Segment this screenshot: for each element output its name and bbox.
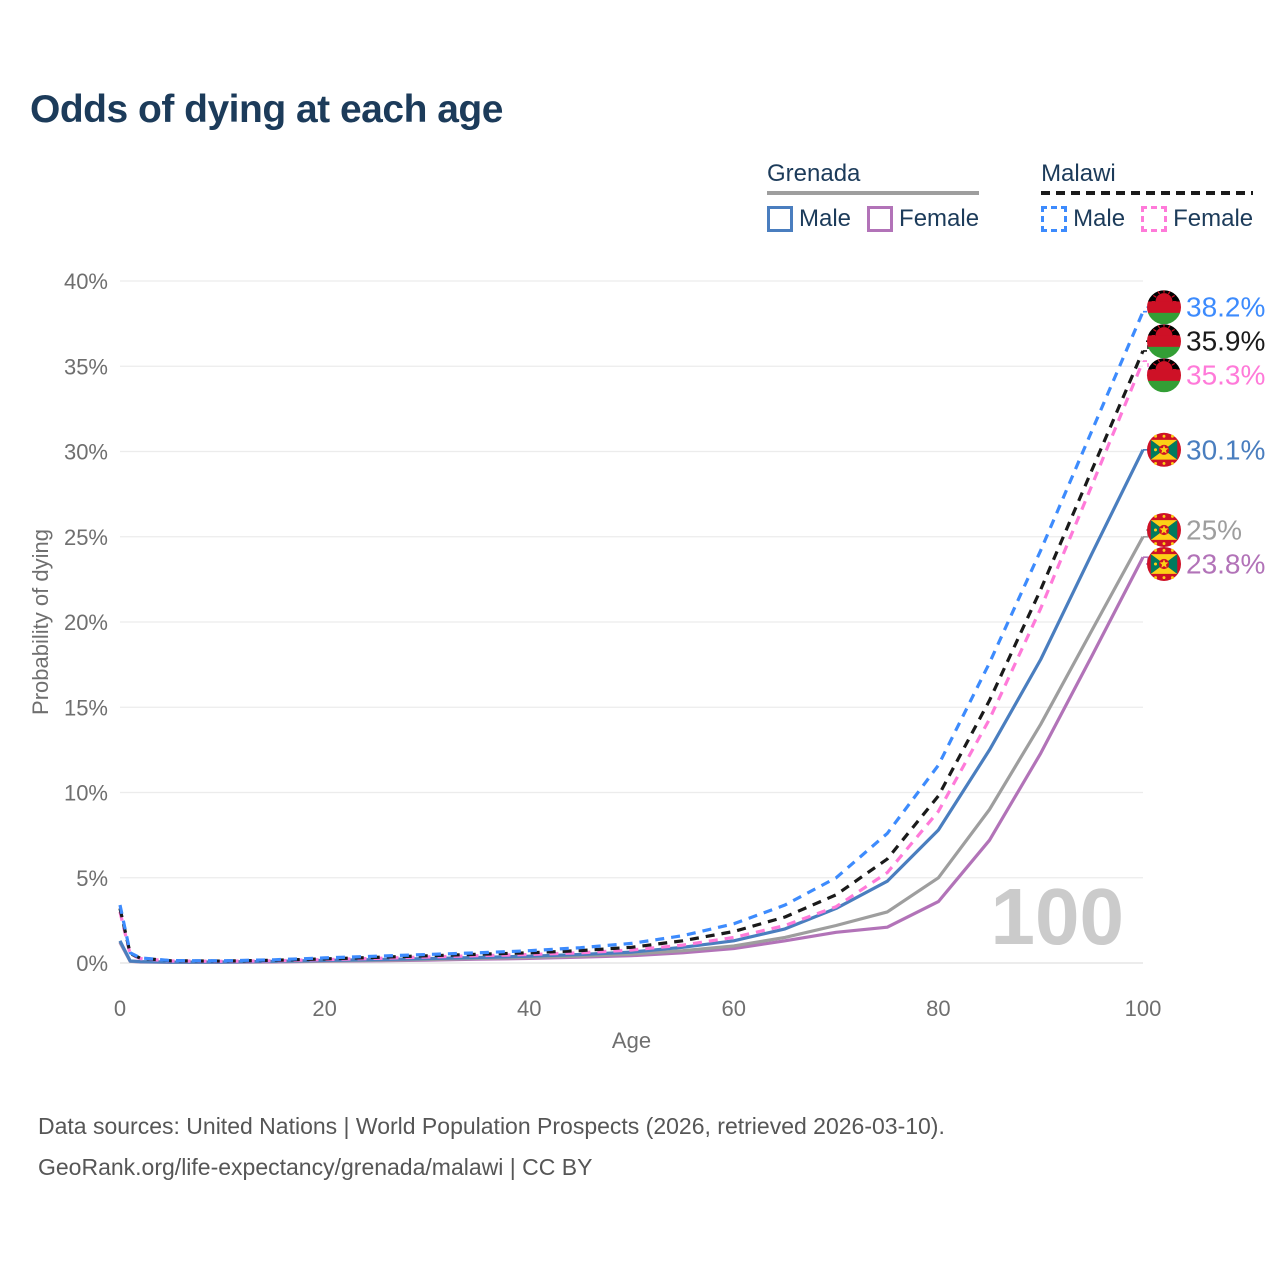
x-tick-label: 40 [517, 996, 541, 1021]
series-end-value-label: 35.3% [1186, 360, 1265, 391]
end-label-leader-line [1143, 360, 1149, 376]
y-tick-label: 15% [64, 695, 108, 720]
data-sources-footer: Data sources: United Nations | World Pop… [38, 1106, 945, 1188]
legend-country-label: Malawi [1041, 160, 1116, 187]
footer-sources-line: Data sources: United Nations | World Pop… [38, 1113, 945, 1139]
series-end-value-label: 30.1% [1186, 434, 1265, 465]
legend-item-malawi-male[interactable]: Male [1041, 205, 1125, 233]
malawi-female-swatch-icon [1141, 206, 1168, 232]
series-end-value-label: 35.9% [1186, 326, 1265, 357]
y-tick-label: 35% [64, 354, 108, 379]
malawi-flag-icon [1147, 324, 1181, 359]
grenada-flag-icon [1147, 546, 1181, 581]
series-line-malawi-both-sexes [118, 350, 1145, 963]
grenada-male-swatch-icon [767, 206, 793, 232]
y-tick-label: 30% [64, 440, 108, 465]
grenada-female-swatch-icon [867, 206, 894, 232]
malawi-male-swatch-icon [1041, 206, 1068, 232]
page-title: Odds of dying at each age [30, 88, 503, 131]
x-axis-title: Age [612, 1028, 651, 1053]
malawi-flag-icon [1147, 290, 1181, 325]
series-line-malawi-female [118, 360, 1145, 963]
malawi-line-style-sample [1041, 191, 1254, 195]
y-tick-label: 0% [76, 951, 108, 976]
y-tick-label: 40% [64, 269, 108, 294]
x-tick-label: 20 [312, 996, 336, 1021]
grenada-line-style-sample [767, 191, 980, 195]
y-tick-label: 10% [64, 781, 108, 806]
y-tick-label: 25% [64, 525, 108, 550]
grenada-flag-icon [1147, 432, 1181, 467]
legend-item-label: Male [799, 205, 852, 232]
legend-item-grenada-female[interactable]: Female [867, 205, 979, 233]
x-tick-label: 80 [926, 996, 950, 1021]
legend-item-label: Male [1073, 205, 1126, 232]
legend-item-label: Female [899, 205, 980, 232]
legend: Grenada Male Female Malawi [767, 160, 1254, 233]
grenada-flag-icon [1147, 512, 1181, 547]
legend-items-malawi: Male Female [1041, 205, 1253, 233]
legend-country-grenada[interactable]: Grenada [767, 160, 980, 195]
legend-item-malawi-female[interactable]: Female [1141, 205, 1253, 233]
legend-item-label: Female [1173, 205, 1254, 232]
series-line-malawi-male [118, 311, 1145, 963]
legend-country-label: Grenada [767, 160, 861, 187]
legend-country-malawi[interactable]: Malawi [1041, 160, 1254, 195]
legend-items-grenada: Male Female [767, 205, 979, 233]
series-end-value-label: 25% [1186, 514, 1242, 545]
legend-group-malawi: Malawi Male Female [1041, 160, 1254, 233]
y-tick-label: 5% [76, 866, 108, 891]
series-end-value-label: 23.8% [1186, 548, 1265, 579]
y-axis-title: Probability of dying [28, 529, 53, 715]
x-tick-label: 100 [1125, 996, 1162, 1021]
y-tick-label: 20% [64, 610, 108, 635]
age-watermark: 100 [991, 872, 1124, 961]
series-end-value-label: 38.2% [1186, 292, 1265, 323]
footer-attribution-line: GeoRank.org/life-expectancy/grenada/mala… [38, 1154, 593, 1180]
legend-group-grenada: Grenada Male Female [767, 160, 980, 233]
malawi-flag-icon [1147, 358, 1181, 393]
x-tick-label: 60 [722, 996, 746, 1021]
x-tick-label: 0 [114, 996, 126, 1021]
legend-item-grenada-male[interactable]: Male [767, 205, 851, 233]
